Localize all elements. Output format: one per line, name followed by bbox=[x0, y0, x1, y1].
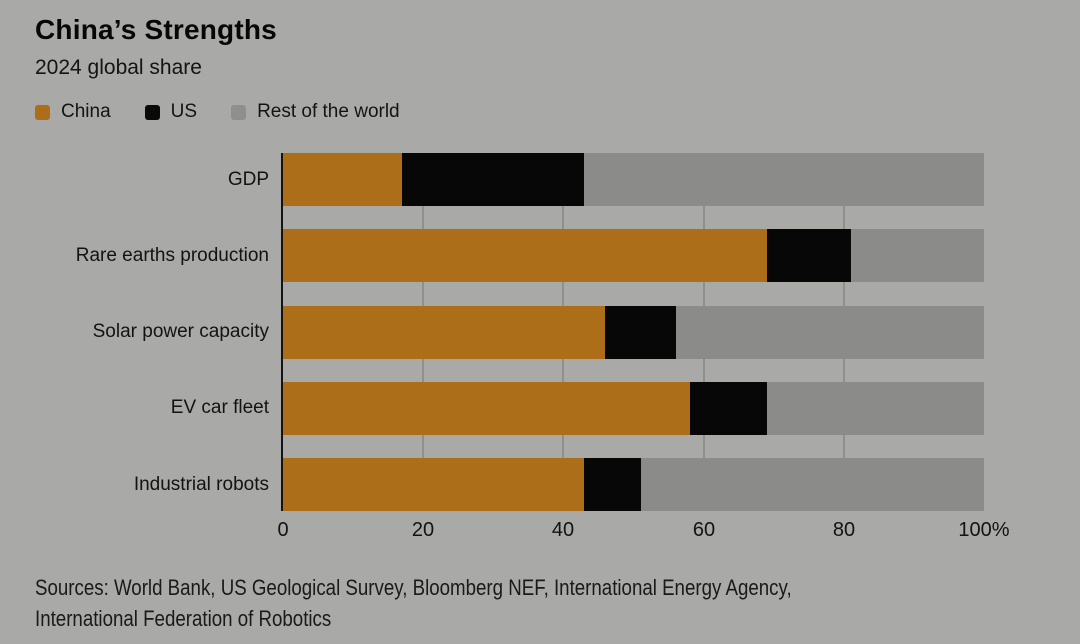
bar-segment-us bbox=[766, 229, 851, 282]
chart-title: China’s Strengths bbox=[35, 14, 277, 45]
legend-item-0: China bbox=[35, 101, 111, 123]
bar-segment-rest-of-the-world bbox=[584, 153, 984, 206]
bar-row-0 bbox=[283, 153, 984, 206]
bar-segment-china bbox=[283, 229, 767, 282]
category-label-3: EV car fleet bbox=[170, 397, 269, 418]
bar-row-1 bbox=[283, 229, 984, 282]
tick-label-80: 80 bbox=[832, 519, 856, 541]
bar-segment-rest-of-the-world bbox=[675, 306, 984, 359]
tick-label-20: 20 bbox=[411, 519, 435, 541]
bar-segment-china bbox=[283, 458, 585, 511]
tick-label-40: 40 bbox=[551, 519, 575, 541]
bar-row-3 bbox=[283, 382, 984, 435]
legend: China US Rest of the world bbox=[35, 101, 400, 123]
sources-line-1: Sources: World Bank, US Geological Surve… bbox=[35, 575, 792, 600]
legend-swatch-icon bbox=[231, 104, 247, 120]
bar-segment-us bbox=[689, 382, 767, 435]
bar-segment-us bbox=[605, 306, 676, 359]
category-label-0: GDP bbox=[227, 169, 269, 190]
tick-label-100: 100% bbox=[958, 519, 1010, 541]
bar-segment-rest-of-the-world bbox=[640, 458, 984, 511]
chart-subtitle: 2024 global share bbox=[35, 56, 202, 79]
bar-segment-china bbox=[283, 306, 606, 359]
legend-label: China bbox=[61, 101, 111, 122]
legend-item-1: US bbox=[144, 101, 198, 123]
category-label-4: Industrial robots bbox=[133, 474, 269, 495]
y-axis-line bbox=[281, 153, 283, 511]
bar-row-2 bbox=[283, 306, 984, 359]
legend-item-2: Rest of the world bbox=[231, 101, 400, 123]
sources-line-2: International Federation of Robotics bbox=[35, 606, 332, 631]
bar-row-4 bbox=[283, 458, 984, 511]
bar-segment-china bbox=[283, 153, 403, 206]
legend-swatch-icon bbox=[144, 104, 160, 120]
tick-label-0: 0 bbox=[277, 519, 289, 541]
bar-segment-china bbox=[283, 382, 690, 435]
plot-area bbox=[283, 153, 984, 511]
legend-label: US bbox=[170, 101, 198, 122]
bar-segment-us bbox=[584, 458, 641, 511]
bar-segment-us bbox=[402, 153, 585, 206]
sources-note: Sources: World Bank, US Geological Surve… bbox=[35, 572, 792, 634]
bar-segment-rest-of-the-world bbox=[766, 382, 984, 435]
category-label-2: Solar power capacity bbox=[92, 321, 269, 342]
legend-swatch-icon bbox=[35, 104, 50, 120]
category-label-1: Rare earths production bbox=[75, 245, 269, 266]
tick-label-60: 60 bbox=[692, 519, 716, 541]
legend-label: Rest of the world bbox=[257, 101, 400, 122]
bar-segment-rest-of-the-world bbox=[850, 229, 984, 282]
